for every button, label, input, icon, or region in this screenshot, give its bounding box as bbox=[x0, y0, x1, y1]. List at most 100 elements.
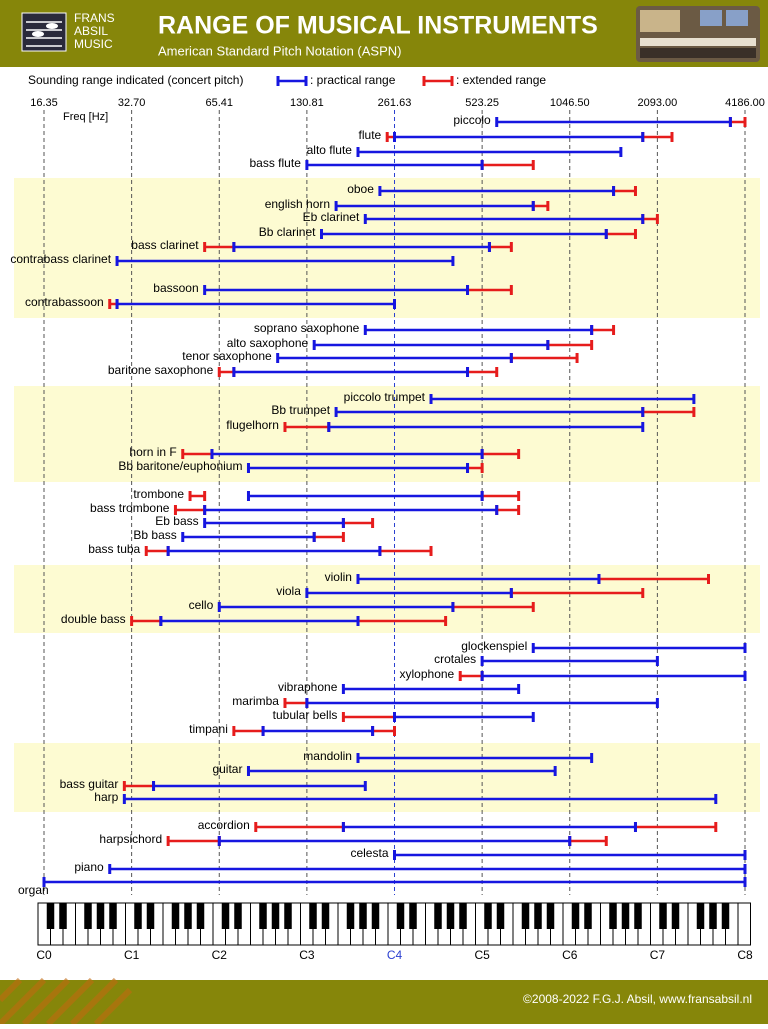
instrument-label: glockenspiel bbox=[461, 639, 527, 653]
black-key bbox=[496, 903, 505, 929]
black-key bbox=[571, 903, 580, 929]
instrument-label: bass tuba bbox=[88, 542, 140, 556]
instrument-label: flugelhorn bbox=[226, 418, 279, 432]
note-tick-label: C7 bbox=[650, 948, 666, 962]
instrument-label: flute bbox=[359, 128, 382, 142]
instrument-label: Bb clarinet bbox=[259, 225, 316, 239]
x-tick-label: 65.41 bbox=[206, 97, 234, 109]
instrument-label: alto flute bbox=[307, 143, 353, 157]
instrument-label: vibraphone bbox=[278, 680, 338, 694]
instrument-label: marimba bbox=[232, 694, 279, 708]
instrument-label: bass guitar bbox=[60, 777, 119, 791]
black-key bbox=[234, 903, 242, 929]
instrument-label: cello bbox=[189, 598, 214, 612]
instrument-label: organ bbox=[18, 883, 49, 897]
instrument-label: english horn bbox=[265, 197, 330, 211]
chart-title: RANGE OF MUSICAL INSTRUMENTS bbox=[158, 12, 598, 40]
logo bbox=[21, 12, 67, 52]
black-key bbox=[584, 903, 592, 929]
instrument-label: baritone saxophone bbox=[108, 363, 214, 377]
black-key bbox=[659, 903, 667, 929]
black-key bbox=[521, 903, 530, 929]
group-bands bbox=[14, 178, 760, 812]
black-key bbox=[696, 903, 705, 929]
note-tick-label: C8 bbox=[737, 948, 753, 962]
black-key bbox=[346, 903, 355, 929]
instrument-label: bass flute bbox=[250, 156, 302, 170]
group-band bbox=[14, 386, 760, 482]
x-tick-label: 4186.00 bbox=[725, 97, 765, 109]
note-tick-label: C6 bbox=[562, 948, 578, 962]
black-key bbox=[534, 903, 542, 929]
black-key bbox=[284, 903, 292, 929]
chart-subtitle: American Standard Pitch Notation (ASPN) bbox=[158, 43, 402, 58]
group-band bbox=[14, 743, 760, 812]
black-key bbox=[359, 903, 367, 929]
instrument-label: harp bbox=[94, 790, 118, 804]
instrument-label: Bb bass bbox=[133, 528, 176, 542]
instrument-label: double bass bbox=[61, 612, 126, 626]
black-key bbox=[484, 903, 492, 929]
black-key bbox=[196, 903, 205, 929]
instrument-label: viola bbox=[276, 584, 301, 598]
black-key bbox=[146, 903, 155, 929]
logo-text: ABSIL bbox=[74, 24, 108, 38]
instrument-label: tenor saxophone bbox=[182, 349, 272, 363]
x-tick-label: 16.35 bbox=[30, 97, 58, 109]
black-key bbox=[59, 903, 67, 929]
instrument-label: bass clarinet bbox=[131, 238, 199, 252]
instrument-label: accordion bbox=[198, 818, 250, 832]
black-key bbox=[134, 903, 142, 929]
note-tick-label: C0 bbox=[36, 948, 52, 962]
black-key bbox=[621, 903, 630, 929]
black-key bbox=[96, 903, 105, 929]
instrument-label: Bb trumpet bbox=[271, 403, 330, 417]
header-photo bbox=[636, 6, 760, 62]
legend-label: : extended range bbox=[456, 73, 546, 87]
instrument-label: bass trombone bbox=[90, 501, 170, 515]
note-tick-label: C3 bbox=[299, 948, 315, 962]
footer-text: ©2008-2022 F.G.J. Absil, www.fransabsil.… bbox=[523, 992, 752, 1006]
black-key bbox=[459, 903, 467, 929]
x-axis-label: Freq [Hz] bbox=[63, 111, 108, 123]
instrument-label: contrabass clarinet bbox=[10, 252, 111, 266]
instrument-label: oboe bbox=[347, 182, 374, 196]
black-key bbox=[609, 903, 617, 929]
black-key bbox=[546, 903, 555, 929]
black-key bbox=[409, 903, 417, 929]
keyboard bbox=[37, 902, 751, 946]
black-key bbox=[171, 903, 180, 929]
instrument-label: harpsichord bbox=[99, 832, 162, 846]
logo-text: FRANS bbox=[74, 11, 115, 25]
instrument-label: piccolo trumpet bbox=[344, 390, 426, 404]
black-key bbox=[321, 903, 330, 929]
instrument-label: soprano saxophone bbox=[254, 321, 360, 335]
footer-band bbox=[0, 980, 768, 1024]
instrument-label: alto saxophone bbox=[227, 336, 309, 350]
instrument-label: tubular bells bbox=[273, 708, 338, 722]
note-tick-label: C2 bbox=[212, 948, 228, 962]
x-tick-label: 523.25 bbox=[465, 97, 499, 109]
instrument-label: guitar bbox=[212, 762, 242, 776]
instrument-label: piccolo bbox=[453, 113, 491, 127]
x-tick-label: 130.81 bbox=[290, 97, 324, 109]
black-key bbox=[309, 903, 317, 929]
x-tick-label: 1046.50 bbox=[550, 97, 590, 109]
instrument-label: trombone bbox=[133, 487, 184, 501]
note-tick-label: C5 bbox=[474, 948, 490, 962]
instrument-label: bassoon bbox=[153, 281, 198, 295]
instrument-label: horn in F bbox=[129, 445, 176, 459]
black-key bbox=[184, 903, 192, 929]
instrument-label: violin bbox=[325, 570, 352, 584]
note-tick-label: C4 bbox=[387, 948, 403, 962]
x-tick-label: 261.63 bbox=[378, 97, 412, 109]
black-key bbox=[634, 903, 642, 929]
footer-stripes bbox=[0, 977, 133, 1027]
black-key bbox=[721, 903, 730, 929]
instrument-label: Bb baritone/euphonium bbox=[118, 459, 242, 473]
group-band bbox=[14, 565, 760, 633]
instrument-label: celesta bbox=[350, 846, 388, 860]
x-tick-label: 2093.00 bbox=[637, 97, 677, 109]
instrument-label: crotales bbox=[434, 652, 476, 666]
